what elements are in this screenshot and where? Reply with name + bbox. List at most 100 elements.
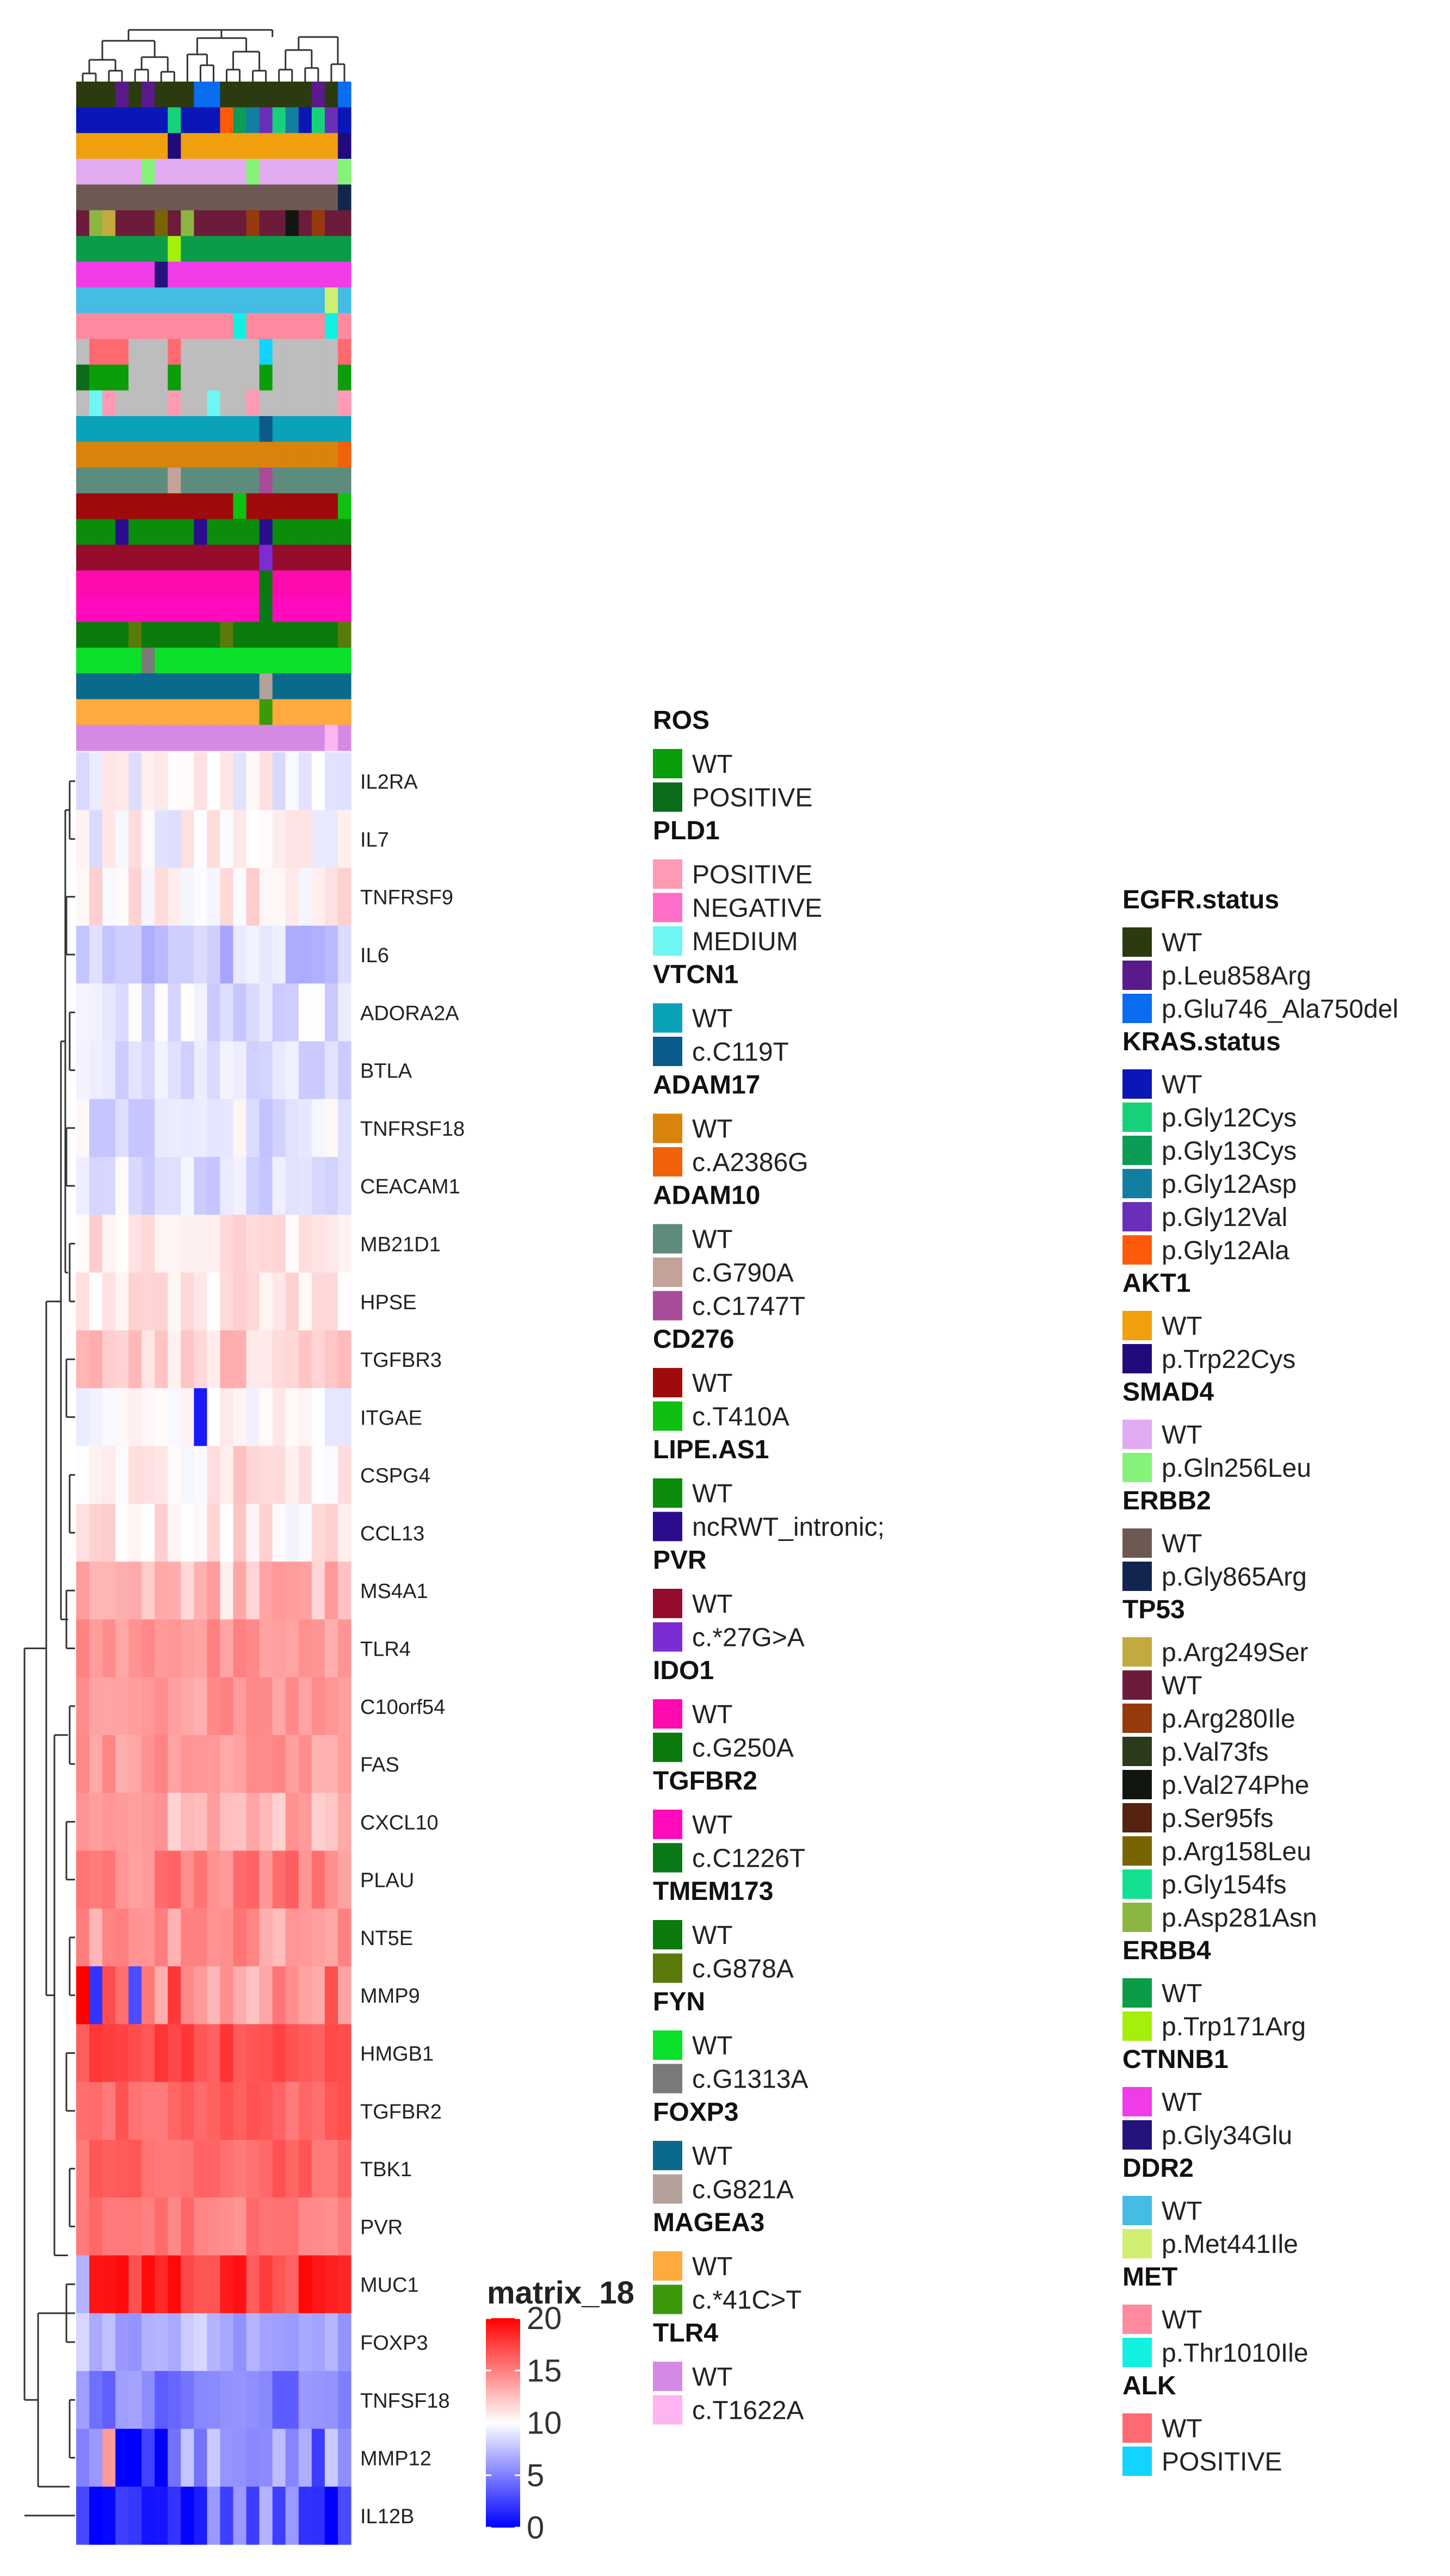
heatmap-cell — [141, 2486, 155, 2545]
legend-label: WT — [1162, 1070, 1202, 1099]
annotation-cell-vtcn1 — [168, 416, 181, 442]
annotation-cell-cd276 — [220, 493, 234, 519]
heatmap-cell — [155, 1966, 168, 2024]
heatmap-cell — [311, 868, 325, 926]
annotation-cell-cd276 — [155, 493, 168, 519]
legend-swatch — [1122, 1136, 1152, 1165]
annotation-cell-magea3 — [220, 699, 234, 726]
annotation-cell-adam17 — [298, 442, 312, 468]
annotation-cell-magea3 — [141, 699, 155, 726]
heatmap-cell — [272, 1966, 286, 2024]
heatmap-cell — [102, 2371, 116, 2430]
heatmap-cell — [311, 1272, 325, 1331]
heatmap-cell — [102, 1272, 116, 1331]
heatmap-cell — [89, 2139, 103, 2198]
annotation-cell-smad4 — [194, 158, 208, 185]
annotation-cell-ctnnb1 — [89, 262, 103, 288]
legend-title-erbb4: ERBB4 — [1122, 1936, 1211, 1965]
heatmap-cell — [168, 1388, 181, 1447]
annotation-cell-magea3 — [168, 699, 181, 726]
legend-swatch — [1122, 1803, 1152, 1832]
annotation-cell-magea3 — [102, 699, 116, 726]
annotation-cell-met — [141, 313, 155, 339]
annotation-cell-egfr-status — [76, 82, 90, 108]
heatmap-cell — [337, 810, 351, 869]
legend-label: p.Gly865Arg — [1162, 1563, 1307, 1592]
annotation-cell-vtcn1 — [272, 416, 286, 442]
heatmap-cell — [337, 1099, 351, 1157]
heatmap-cell — [115, 2255, 129, 2314]
heatmap-cell — [246, 1446, 260, 1504]
heatmap-cell — [128, 2024, 142, 2083]
legend-swatch — [1122, 2087, 1152, 2116]
annotation-cell-erbb2 — [298, 184, 312, 211]
heatmap-cell — [272, 983, 286, 1042]
annotation-cell-ddr2 — [324, 287, 338, 314]
heatmap-cell — [272, 2255, 286, 2314]
heatmap-cell — [76, 1099, 90, 1157]
heatmap-cell — [155, 2429, 168, 2487]
annotation-cell-pld1 — [194, 390, 208, 417]
annotation-cell-ddr2 — [311, 287, 325, 314]
annotation-cell-ctnnb1 — [102, 262, 116, 288]
annotation-cell-foxp3 — [272, 673, 286, 699]
heatmap-cell — [168, 1272, 181, 1331]
heatmap-cell — [155, 2313, 168, 2371]
heatmap-cell — [207, 1677, 221, 1736]
heatmap-cell — [89, 1041, 103, 1100]
annotation-cell-erbb2 — [337, 184, 351, 211]
annotation-cell-pld1 — [285, 390, 299, 417]
annotation-cell-tgfbr2 — [181, 596, 195, 623]
annotation-cell-akt1 — [259, 133, 273, 159]
annotation-cell-foxp3 — [337, 673, 351, 699]
gene-labels: IL2RA IL7 TNFRSF9 IL6 ADORA2A BTLA TNFRSF18 CEA… — [360, 771, 465, 2528]
heatmap-cell — [285, 1099, 299, 1157]
annotation-cell-met — [272, 313, 286, 339]
annotation-cell-erbb4 — [285, 236, 299, 262]
annotation-cell-alk — [115, 339, 129, 365]
annotation-cell-tlr4 — [168, 725, 181, 751]
legend-swatch — [1122, 1453, 1152, 1482]
annotation-cell-foxp3 — [246, 673, 260, 699]
heatmap-cell — [337, 925, 351, 984]
legend-swatch — [1122, 1869, 1152, 1899]
annotation-cell-pvr — [168, 544, 181, 571]
legend-title-ctnnb1: CTNNB1 — [1122, 2045, 1229, 2074]
legend-swatch — [653, 1732, 682, 1762]
annotation-cell-pvr — [233, 544, 247, 571]
gene-label-il6: IL6 — [360, 944, 389, 967]
gene-label-tnfrsf18: TNFRSF18 — [360, 1118, 465, 1141]
heatmap-cell — [220, 925, 234, 984]
heatmap-cell — [102, 1215, 116, 1273]
annotation-cell-ros — [311, 364, 325, 391]
annotation-cell-kras-status — [155, 107, 168, 134]
annotation-cell-pld1 — [246, 390, 260, 417]
heatmap-cell — [233, 752, 247, 810]
annotation-cell-tlr4 — [155, 725, 168, 751]
annotation-cell-ddr2 — [168, 287, 181, 314]
legend-label: p.Leu858Arg — [1162, 962, 1311, 990]
heatmap-cell — [168, 1041, 181, 1100]
legend-swatch — [1122, 2229, 1152, 2258]
annotation-cell-pvr — [141, 544, 155, 571]
heatmap-cell — [115, 1793, 129, 1852]
annotation-cell-magea3 — [324, 699, 338, 726]
heatmap-cell — [168, 1503, 181, 1562]
heatmap-cell — [115, 1041, 129, 1100]
heatmap-cell — [311, 2255, 325, 2314]
annotation-cell-ddr2 — [194, 287, 208, 314]
annotation-cell-vtcn1 — [76, 416, 90, 442]
annotation-cell-tgfbr2 — [128, 596, 142, 623]
annotation-cell-egfr-status — [141, 82, 155, 108]
heatmap-cell — [207, 1446, 221, 1504]
annotation-cell-ido1 — [220, 570, 234, 597]
heatmap-cell — [246, 1677, 260, 1736]
annotation-cell-met — [194, 313, 208, 339]
heatmap-cell — [220, 1908, 234, 1967]
heatmap-cell — [337, 1388, 351, 1447]
heatmap-cell — [207, 810, 221, 869]
legend-label: WT — [1162, 1979, 1202, 2008]
annotation-cell-met — [181, 313, 195, 339]
heatmap-cell — [102, 1157, 116, 1215]
heatmap-cell — [194, 1272, 208, 1331]
